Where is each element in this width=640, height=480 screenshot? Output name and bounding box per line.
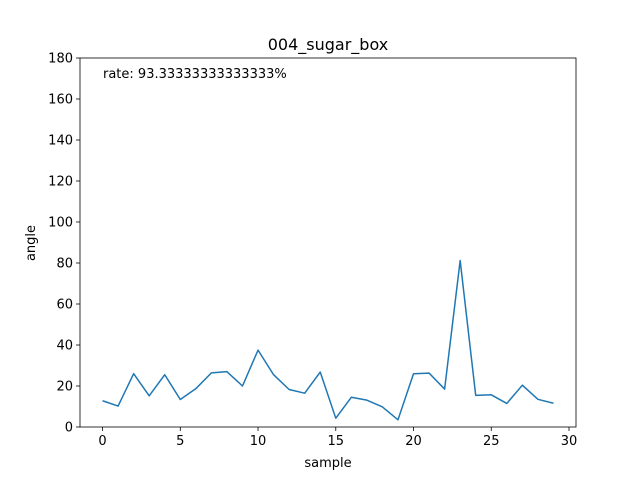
x-tick-label: 30 [561, 434, 578, 449]
x-tick-label: 0 [98, 434, 106, 449]
y-tick-label: 180 [48, 52, 73, 67]
x-tick-label: 15 [328, 434, 345, 449]
y-tick-label: 120 [48, 175, 73, 190]
y-tick-label: 20 [56, 380, 73, 395]
y-axis-label: angle [24, 225, 39, 261]
axes-frame [79, 57, 577, 428]
y-tick-label: 140 [48, 134, 73, 149]
rate-annotation: rate: 93.33333333333333% [103, 67, 287, 82]
x-tick-label: 10 [250, 434, 267, 449]
y-tick-label: 80 [56, 257, 73, 272]
x-axis-label: sample [304, 456, 351, 471]
x-tick-label: 20 [405, 434, 422, 449]
y-tick-label: 160 [48, 93, 73, 108]
y-tick-label: 0 [65, 421, 73, 436]
chart-title: 004_sugar_box [268, 35, 388, 55]
series-line-0 [102, 259, 554, 421]
plot-area: 0 5 10 15 20 25 30 0 20 40 60 80 100 120 140 160 180 [48, 52, 577, 450]
x-tick-label: 25 [483, 434, 500, 449]
y-tick-label: 60 [56, 298, 73, 313]
y-tick-label: 100 [48, 216, 73, 231]
x-tick-label: 5 [176, 434, 184, 449]
y-tick-label: 40 [56, 339, 73, 354]
